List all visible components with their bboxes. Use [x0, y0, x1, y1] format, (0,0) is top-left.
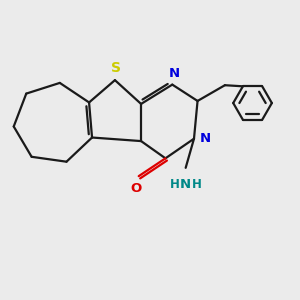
Text: N: N — [180, 178, 191, 191]
Text: N: N — [200, 132, 211, 145]
Text: S: S — [110, 61, 121, 75]
Text: O: O — [131, 182, 142, 194]
Text: N: N — [169, 67, 180, 80]
Text: H: H — [192, 178, 202, 191]
Text: H: H — [169, 178, 179, 191]
